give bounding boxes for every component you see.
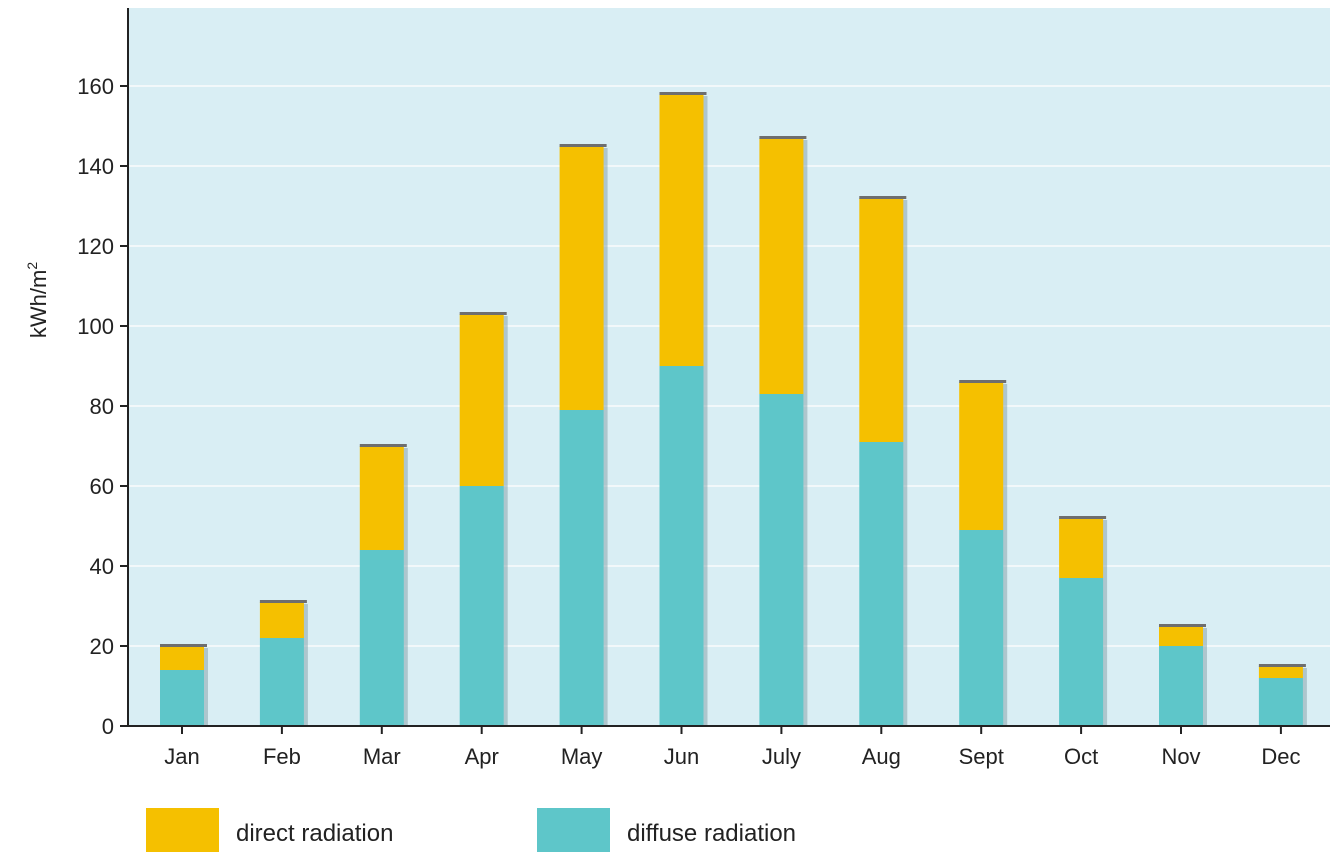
bar-diffuse-may bbox=[559, 410, 604, 726]
bar-top-cap bbox=[1258, 664, 1306, 667]
bar-direct-dec bbox=[1258, 666, 1303, 678]
bar-diffuse-jun bbox=[659, 366, 704, 726]
bar-direct-nov bbox=[1159, 626, 1203, 646]
bar-direct-july bbox=[759, 138, 804, 394]
bar-top-cap bbox=[959, 380, 1007, 383]
y-tick-label: 100 bbox=[77, 314, 114, 339]
bar-diffuse-oct bbox=[1059, 578, 1104, 726]
bar-direct-jun bbox=[659, 94, 704, 366]
legend-swatch bbox=[146, 808, 219, 852]
x-tick-label: Aug bbox=[862, 744, 901, 769]
x-tick-label: July bbox=[762, 744, 801, 769]
bar-top-cap bbox=[1159, 624, 1206, 627]
x-tick-label: Jun bbox=[664, 744, 699, 769]
y-tick-label: 140 bbox=[77, 154, 114, 179]
y-tick-label: 40 bbox=[90, 554, 114, 579]
bar-diffuse-sept bbox=[959, 530, 1004, 726]
bar-top-cap bbox=[459, 312, 507, 315]
gridlines bbox=[129, 85, 1330, 647]
x-tick-label: Apr bbox=[465, 744, 499, 769]
y-axis-label-text: kWh/m bbox=[26, 270, 51, 338]
y-axis-label: kWh/m2 bbox=[24, 262, 51, 338]
bars bbox=[160, 92, 1307, 726]
bar-top-cap bbox=[259, 600, 307, 603]
x-tick-label: Mar bbox=[363, 744, 401, 769]
y-tick-label: 60 bbox=[90, 474, 114, 499]
bar-direct-jan bbox=[160, 646, 204, 670]
legend-label: diffuse radiation bbox=[627, 820, 796, 847]
bar-top-cap bbox=[160, 644, 207, 647]
x-tick-label: Sept bbox=[959, 744, 1004, 769]
bar-diffuse-aug bbox=[859, 442, 904, 726]
x-tick-label: Dec bbox=[1261, 744, 1300, 769]
bar-direct-oct bbox=[1059, 518, 1104, 578]
y-tick-label: 120 bbox=[77, 234, 114, 259]
bar-diffuse-dec bbox=[1258, 678, 1303, 726]
bar-direct-aug bbox=[859, 198, 904, 442]
x-tick-label: Oct bbox=[1064, 744, 1098, 769]
y-tick-label: 80 bbox=[90, 394, 114, 419]
bar-top-cap bbox=[759, 136, 807, 139]
bar-direct-feb bbox=[259, 602, 304, 638]
bar-diffuse-jan bbox=[160, 670, 204, 726]
axes: 0 20 40 60 80 100 120 140 160 Jan Feb Mar Apr May Jun J… bbox=[77, 8, 1330, 769]
x-tick-label: May bbox=[561, 744, 603, 769]
bar-top-cap bbox=[559, 144, 607, 147]
bar-direct-apr bbox=[459, 314, 504, 486]
legend: direct radiation diffuse radiation bbox=[146, 808, 796, 852]
y-tick-label: 0 bbox=[102, 714, 114, 739]
bar-direct-may bbox=[559, 146, 604, 410]
bar-top-cap bbox=[659, 92, 707, 95]
bar-top-cap bbox=[1059, 516, 1107, 519]
legend-swatch bbox=[537, 808, 610, 852]
x-tick-label: Feb bbox=[263, 744, 301, 769]
bar-diffuse-feb bbox=[259, 638, 304, 726]
y-axis-label-superscript: 2 bbox=[24, 262, 40, 270]
x-tick-label: Nov bbox=[1161, 744, 1200, 769]
bar-diffuse-nov bbox=[1159, 646, 1203, 726]
bar-diffuse-mar bbox=[359, 550, 404, 726]
x-tick-label: Jan bbox=[164, 744, 199, 769]
bar-direct-mar bbox=[359, 446, 404, 550]
y-tick-label: 160 bbox=[77, 74, 114, 99]
bar-diffuse-apr bbox=[459, 486, 504, 726]
bar-top-cap bbox=[359, 444, 407, 447]
plot-background bbox=[128, 8, 1330, 726]
bar-top-cap bbox=[859, 196, 907, 199]
y-tick-label: 20 bbox=[90, 634, 114, 659]
bar-diffuse-july bbox=[759, 394, 804, 726]
legend-label: direct radiation bbox=[236, 820, 393, 847]
bar-direct-sept bbox=[959, 382, 1004, 530]
